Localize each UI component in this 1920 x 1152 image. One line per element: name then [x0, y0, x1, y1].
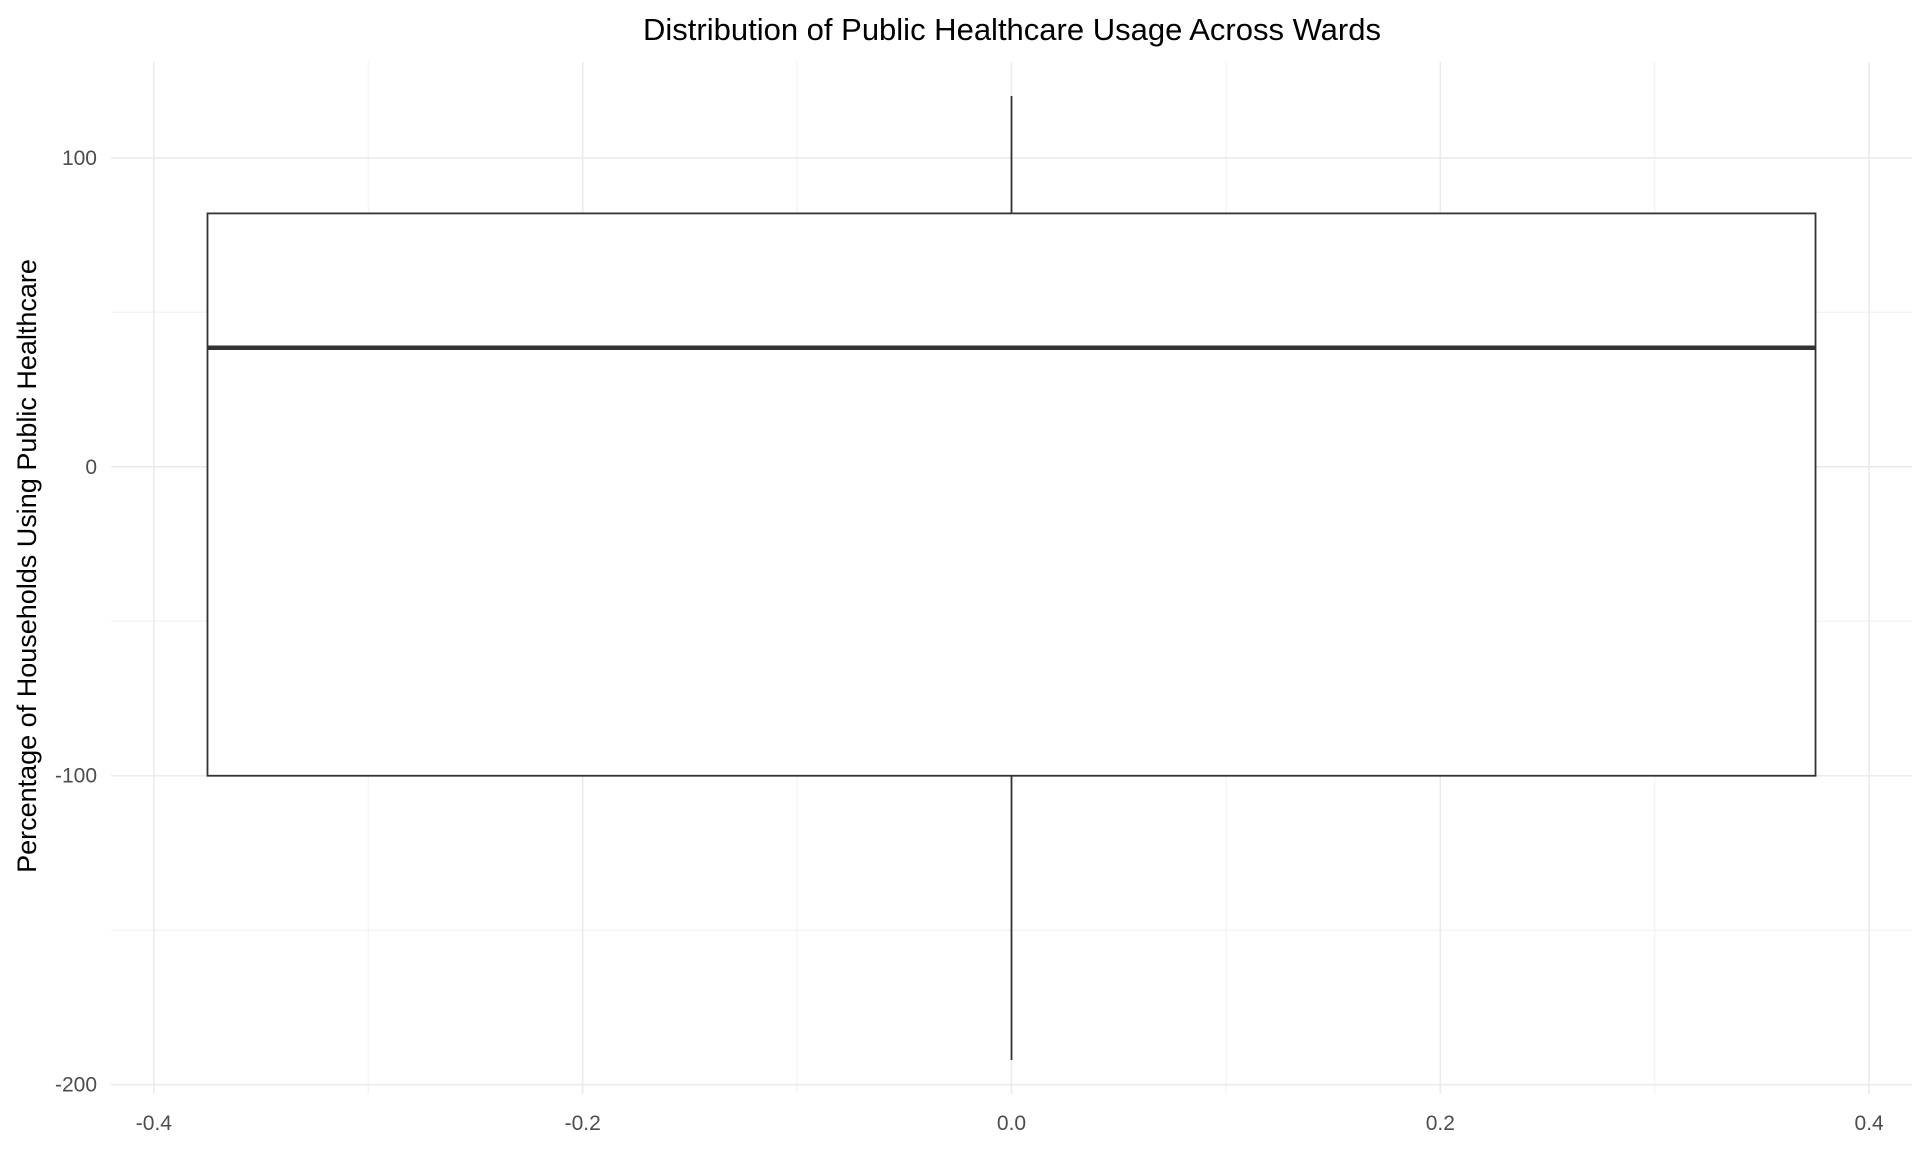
y-tick-label: 100	[62, 147, 97, 170]
x-tick-label: -0.4	[136, 1112, 173, 1135]
x-tick-label: -0.2	[565, 1112, 601, 1135]
y-tick-label: 0	[85, 456, 97, 479]
y-tick-label: -100	[55, 765, 97, 788]
y-axis-label: Percentage of Households Using Public He…	[12, 259, 42, 873]
tick-labels: -0.4 -0.2 0.0 0.2 0.4 -200 -100 0 100	[55, 147, 1884, 1135]
chart-title: Distribution of Public Healthcare Usage …	[643, 12, 1381, 47]
x-tick-label: 0.2	[1426, 1112, 1455, 1135]
x-tick-label: 0.4	[1855, 1112, 1885, 1135]
box-layer	[206, 95, 1817, 1061]
x-tick-label: 0.0	[997, 1112, 1026, 1135]
y-tick-label: -200	[55, 1074, 97, 1097]
iqr-box	[206, 212, 1817, 777]
